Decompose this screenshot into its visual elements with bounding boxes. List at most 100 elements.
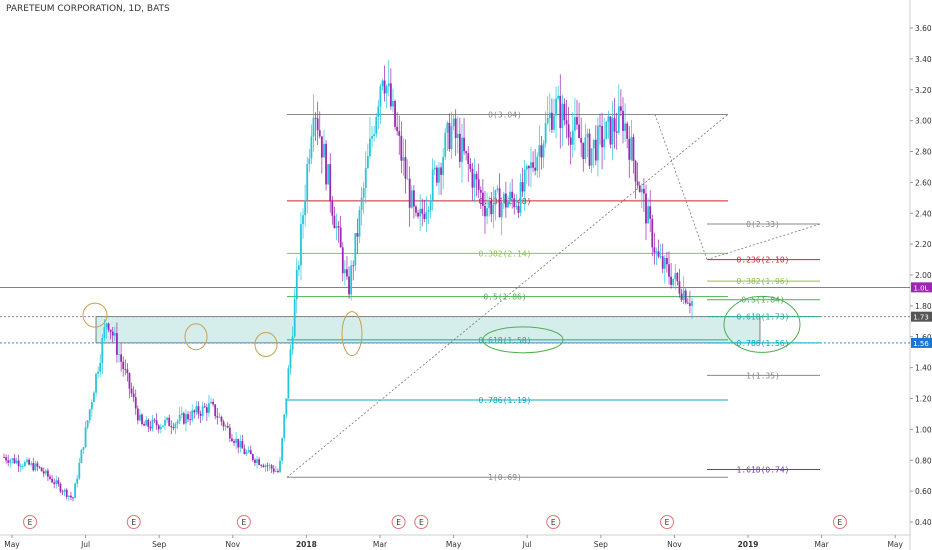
highlight-ellipse-green[interactable] <box>482 326 564 354</box>
candle-body <box>239 441 242 448</box>
candle-body <box>343 269 346 274</box>
candle-body <box>461 137 463 162</box>
candle-body <box>195 406 198 413</box>
trend-line-1[interactable] <box>286 114 729 478</box>
fib2-level-label: 0.5(1.84) <box>741 296 784 305</box>
support-zone[interactable] <box>95 316 761 344</box>
candle-body <box>358 210 361 237</box>
candle-body <box>611 118 614 145</box>
candle-body <box>197 406 200 414</box>
y-tick-label: 2.40 <box>915 209 932 218</box>
candle-body <box>366 156 369 169</box>
candle-body <box>199 413 202 416</box>
candle-body <box>530 162 532 169</box>
fib1-level-label: 0.618(1.58) <box>479 336 532 345</box>
trend-line-2[interactable] <box>654 114 708 260</box>
earnings-marker-label: E <box>838 518 843 527</box>
candle-body <box>258 459 261 465</box>
candle-body <box>34 463 37 471</box>
price-axis[interactable] <box>910 0 932 550</box>
candle-body <box>333 215 336 229</box>
candle-body <box>38 466 41 468</box>
candle-body <box>563 103 566 121</box>
earnings-marker[interactable] <box>236 515 251 529</box>
x-tick-label: Jul <box>80 540 90 549</box>
candle-body <box>373 134 376 136</box>
earnings-marker[interactable] <box>126 515 141 529</box>
candle-body <box>463 137 465 152</box>
candle-body <box>193 410 196 413</box>
highlight-ellipse-green[interactable] <box>723 295 801 353</box>
fib1-level-label: 1(0.69) <box>488 473 522 482</box>
candle-body <box>525 166 528 170</box>
candle-body <box>61 491 64 493</box>
candle-body <box>187 414 189 420</box>
candle-body <box>557 95 560 99</box>
candle-body <box>318 130 321 137</box>
candle-body <box>237 438 240 448</box>
candle-body <box>251 454 254 460</box>
candle-body <box>13 458 16 464</box>
y-tick-label: 2.00 <box>915 271 932 280</box>
earnings-marker-label: E <box>242 518 247 527</box>
candle-body <box>216 416 219 418</box>
candle-body <box>387 83 390 87</box>
earnings-marker[interactable] <box>546 515 561 529</box>
candle-body <box>548 112 551 118</box>
candle-body <box>103 327 106 339</box>
candle-body <box>440 167 442 175</box>
candle-body <box>285 398 288 415</box>
highlight-circle[interactable] <box>82 302 108 328</box>
candle-body <box>346 269 348 277</box>
y-tick-label: 1.20 <box>915 395 932 404</box>
candle-body <box>605 121 608 139</box>
x-tick-label: Sep <box>594 540 608 549</box>
candle-body <box>331 200 334 216</box>
candle-body <box>310 136 313 159</box>
fib2-level-label: 0.236(2.10) <box>737 256 790 265</box>
candle-body <box>97 371 100 374</box>
candle-body <box>222 421 225 427</box>
x-tick-label: Jul <box>522 540 532 549</box>
highlight-circle[interactable] <box>341 311 363 357</box>
candle-body <box>297 265 300 270</box>
candle-body <box>588 133 591 166</box>
candle-body <box>555 98 557 116</box>
candle-body <box>676 273 679 282</box>
earnings-marker[interactable] <box>391 515 406 529</box>
candle-body <box>613 118 616 132</box>
y-tick-label: 1.80 <box>915 302 932 311</box>
candle-body <box>573 117 576 131</box>
candle-body <box>490 201 493 215</box>
highlight-circle[interactable] <box>254 331 278 357</box>
candle-body <box>53 482 56 485</box>
candle-body <box>659 256 662 258</box>
candle-body <box>471 168 474 188</box>
candle-body <box>601 125 603 148</box>
candle-body <box>145 419 148 426</box>
earnings-marker[interactable] <box>832 515 847 529</box>
candle-body <box>101 338 104 363</box>
candle-body <box>392 101 394 107</box>
candle-body <box>377 106 380 118</box>
highlight-circle[interactable] <box>184 323 208 351</box>
candle-body <box>655 251 658 253</box>
candle-body <box>513 198 516 208</box>
earnings-marker[interactable] <box>660 515 675 529</box>
earnings-marker-label: E <box>665 518 670 527</box>
candle-body <box>477 179 480 190</box>
candle-body <box>302 215 304 225</box>
candle-body <box>65 489 68 497</box>
candle-body <box>515 206 518 208</box>
earnings-marker[interactable] <box>23 515 38 529</box>
candle-body <box>47 470 49 477</box>
trend-line-3[interactable] <box>706 223 821 260</box>
candle-body <box>162 425 164 427</box>
earnings-marker[interactable] <box>414 515 429 529</box>
y-tick-label: 1.60 <box>915 333 932 342</box>
candle-body <box>475 173 478 180</box>
candle-body <box>205 407 208 413</box>
candle-body <box>469 163 472 169</box>
